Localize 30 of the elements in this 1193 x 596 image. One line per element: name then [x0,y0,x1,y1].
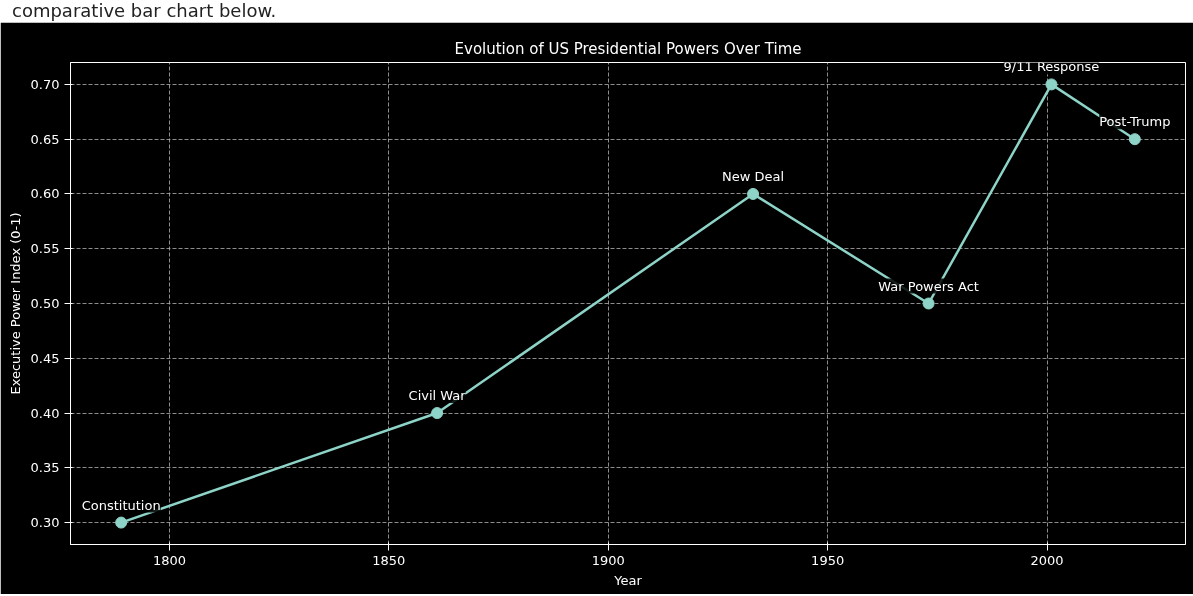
y-axis-title: Executive Power Index (0-1) [7,212,23,395]
x-axis-title: Year [613,572,643,588]
x-tick-label: 1900 [591,552,625,568]
annotation: Post-Trump [1099,114,1171,130]
point [431,407,444,420]
x-tick-label: 1850 [372,552,406,568]
annotation: War Powers Act [878,278,979,294]
y-tick-label: 0.70 [30,76,60,92]
annotation: 9/11 Response [1003,59,1100,75]
chart-title: Evolution of US Presidential Powers Over Time [454,39,802,58]
annotation: New Deal [722,168,785,184]
y-tick-label: 0.55 [30,241,60,257]
y-tick-label: 0.35 [30,460,60,476]
annotation: Constitution [81,497,161,513]
text: comparative bar chart below. [12,0,277,22]
point [922,297,935,310]
y-tick-label: 0.40 [30,405,60,421]
point [747,187,760,200]
y-tick-label: 0.60 [30,186,60,202]
y-tick-label: 0.65 [30,131,60,147]
point [1045,78,1058,91]
point [115,516,128,529]
point [1128,133,1141,146]
annotation: Civil War [408,388,467,404]
x-tick-label: 1800 [152,552,186,568]
y-tick-label: 0.50 [30,296,60,311]
y-tick-label: 0.45 [30,350,60,366]
x-tick-label: 2000 [1030,552,1064,568]
x-tick-label: 1950 [811,552,845,568]
y-tick-label: 0.30 [30,515,60,531]
